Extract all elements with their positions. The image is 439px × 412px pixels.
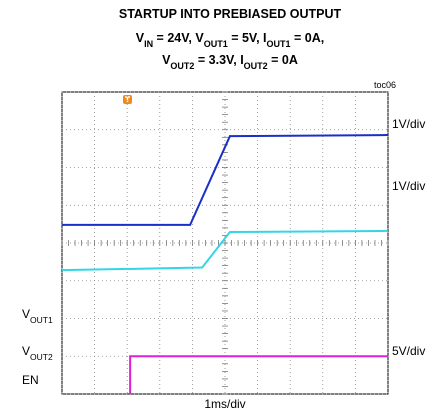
chart-subtitle-subscript: IN <box>144 39 153 49</box>
trace-label-part: EN <box>22 373 39 387</box>
chart-subtitle-part: = 24V, V <box>153 31 204 45</box>
trace <box>62 134 389 226</box>
trace-scale: 1V/div <box>392 117 425 131</box>
trace-label-part: V <box>22 307 30 321</box>
figure-id: toc06 <box>374 80 396 90</box>
trace-label-subscript: OUT2 <box>30 352 53 362</box>
trace-scale: 5V/div <box>392 344 425 358</box>
chart-title: STARTUP INTO PREBIASED OUTPUT <box>119 7 342 21</box>
trace-label: VOUT2 <box>22 344 53 362</box>
chart-subtitle-subscript: OUT2 <box>170 61 194 71</box>
trace-label-part: V <box>22 344 30 358</box>
chart-subtitle: VOUT2 = 3.3V, IOUT2 = 0A <box>162 53 298 71</box>
chart-subtitle-subscript: OUT1 <box>204 39 228 49</box>
chart-subtitle-part: V <box>136 31 145 45</box>
trace <box>61 229 389 272</box>
chart-subtitle-part: = 3.3V, I <box>194 53 243 67</box>
chart-subtitle-part: = 5V, I <box>228 31 267 45</box>
trace-label-subscript: OUT1 <box>30 315 53 325</box>
chart-subtitle-part: = 0A, <box>291 31 325 45</box>
chart-subtitle-subscript: OUT2 <box>244 61 268 71</box>
chart-subtitle-part: V <box>162 53 171 67</box>
trace-label: EN <box>22 373 39 387</box>
chart-subtitle: VIN = 24V, VOUT1 = 5V, IOUT1 = 0A, <box>136 31 325 49</box>
x-scale-label: 1ms/div <box>204 397 245 411</box>
chart-subtitle-subscript: OUT1 <box>267 39 291 49</box>
trace-scale: 1V/div <box>392 179 425 193</box>
trace-label: VOUT1 <box>22 307 53 325</box>
trace <box>129 355 388 394</box>
chart-subtitle-part: = 0A <box>268 53 298 67</box>
